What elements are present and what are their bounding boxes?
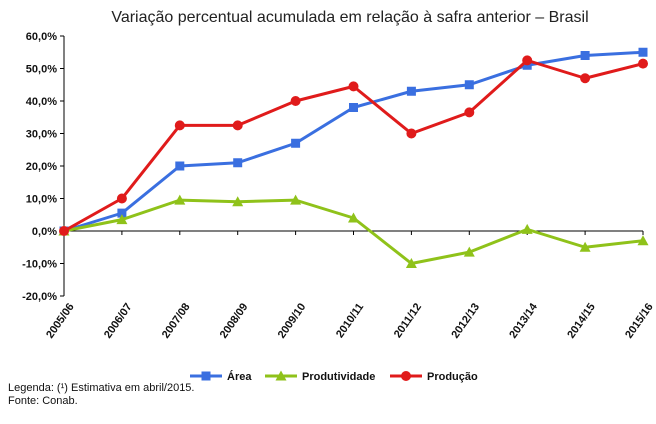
data-point	[406, 86, 416, 96]
data-point	[580, 51, 590, 60]
data-point	[233, 158, 243, 168]
data-point	[464, 80, 474, 90]
legend-footnote: Legenda: (¹) Estimativa em abril/2015.	[8, 382, 195, 394]
data-point	[232, 120, 243, 131]
y-tick-label: 30,0%	[26, 129, 57, 141]
data-point	[59, 226, 69, 236]
source-note: Fonte: Conab.	[8, 395, 78, 407]
x-tick-label: 2006/07	[102, 301, 135, 340]
data-point	[464, 107, 475, 118]
legend-item: Produtividade	[265, 370, 375, 383]
legend-label: Área	[227, 370, 252, 383]
y-tick-label: 20,0%	[26, 161, 57, 173]
data-point	[290, 194, 302, 205]
y-tick-label: 60,0%	[26, 31, 57, 43]
y-tick-label: 0,0%	[32, 226, 57, 238]
x-tick-label: 2015/16	[623, 301, 656, 340]
legend-swatch-marker	[201, 371, 211, 381]
data-point	[117, 208, 127, 218]
legend-swatch-marker	[275, 370, 287, 381]
data-point	[116, 214, 128, 225]
y-tick-label: 40,0%	[26, 96, 57, 108]
x-tick-label: 2008/09	[218, 301, 251, 340]
y-tick-label: 50,0%	[26, 64, 57, 76]
series-layer	[58, 47, 649, 268]
data-point	[291, 138, 301, 148]
data-point	[174, 194, 186, 205]
series-1	[58, 194, 649, 268]
legend-swatch-marker	[401, 371, 411, 381]
data-point	[349, 103, 358, 112]
x-tick-label: 2011/12	[392, 301, 424, 340]
data-point	[638, 47, 648, 57]
x-tick-label: 2014/15	[565, 301, 598, 340]
data-point	[116, 193, 127, 204]
legend-item: Produção	[390, 371, 478, 383]
x-tick-label: 2007/08	[160, 301, 193, 340]
x-tick-label: 2009/10	[276, 301, 309, 340]
data-point	[175, 161, 185, 171]
series-2	[59, 55, 648, 236]
data-point	[580, 73, 591, 84]
legend-label: Produção	[427, 371, 478, 383]
data-point	[638, 58, 648, 69]
legend-item: Área	[190, 370, 252, 383]
legend: Área Produtividade Produção	[190, 370, 478, 383]
data-point	[463, 246, 475, 257]
data-point	[348, 212, 359, 223]
axes: 60,0% 50,0% 40,0% 30,0% 20,0% 10,0% 0,0% -10,0%…	[22, 31, 656, 341]
series-0	[59, 47, 648, 236]
y-tick-label: 10,0%	[26, 194, 57, 206]
data-point	[522, 55, 533, 66]
x-tick-label: 2010/11	[334, 301, 366, 340]
y-tick-label: -20,0%	[22, 291, 57, 303]
data-point	[521, 223, 533, 234]
data-point	[637, 235, 649, 246]
data-point	[406, 128, 417, 139]
data-point	[348, 81, 359, 92]
data-point	[290, 96, 301, 106]
chart-title: Variação percentual acumulada em relação…	[111, 9, 588, 26]
data-point	[579, 241, 591, 252]
legend-label: Produtividade	[302, 371, 375, 383]
series-line	[63, 50, 644, 233]
x-tick-label: 2005/06	[44, 301, 77, 340]
y-tick-label: -10,0%	[22, 259, 57, 271]
x-tick-label: 2012/13	[449, 301, 482, 340]
data-point	[174, 120, 185, 131]
x-tick-label: 2013/14	[507, 301, 540, 341]
data-point	[405, 258, 417, 268]
data-point	[232, 196, 244, 207]
